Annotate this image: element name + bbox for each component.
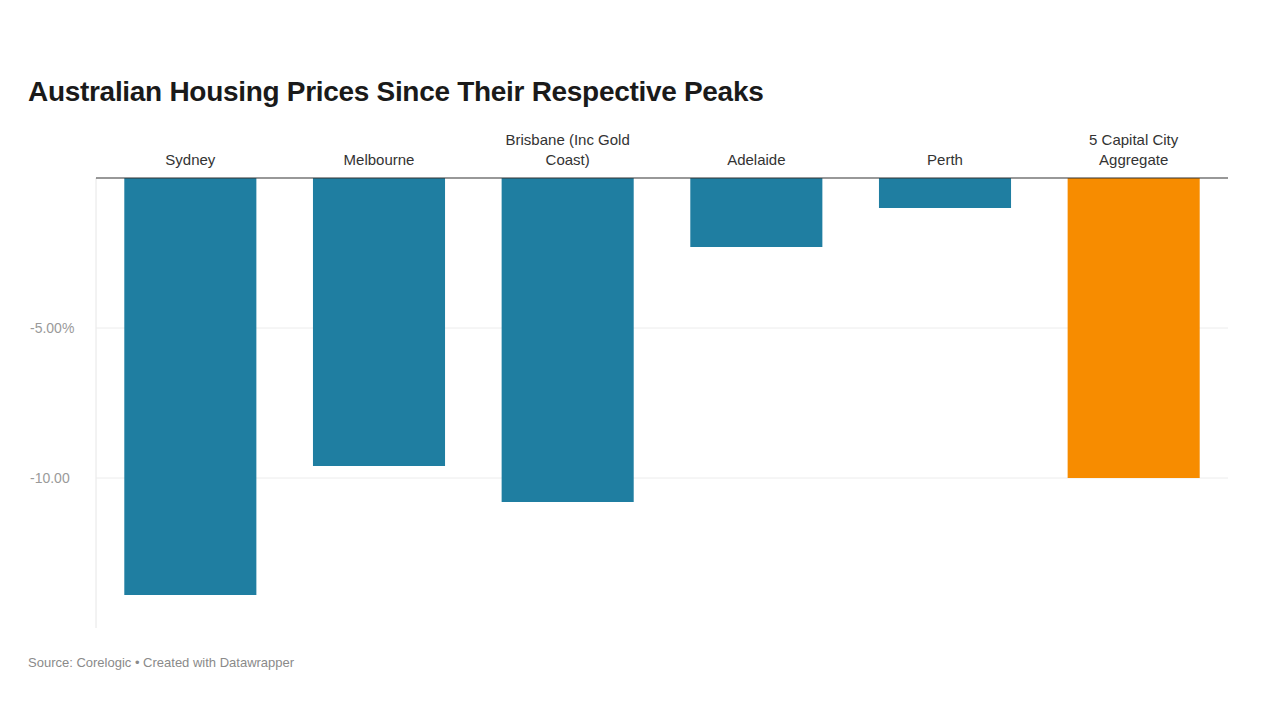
bars <box>124 178 1199 595</box>
grid-line <box>96 328 1228 329</box>
source: Source: Corelogic • Created with Datawra… <box>28 655 294 670</box>
bar <box>1068 178 1200 478</box>
bar <box>879 178 1011 208</box>
title: Australian Housing Prices Since Their Re… <box>28 76 763 108</box>
bar <box>124 178 256 595</box>
y-axis-line <box>96 178 97 628</box>
category-label: Brisbane (Inc Gold Coast) <box>493 130 643 170</box>
category-label: Sydney <box>115 150 265 170</box>
grid-line <box>96 478 1228 479</box>
category-label: Perth <box>870 150 1020 170</box>
y-tick-label: -5.00% <box>30 320 74 336</box>
bar <box>502 178 634 502</box>
bar <box>313 178 445 466</box>
baseline <box>96 177 1228 178</box>
category-label: Melbourne <box>304 150 454 170</box>
chart: -5.00% -10.00 <box>0 0 1280 720</box>
bar <box>690 178 822 247</box>
y-tick-label: -10.00 <box>30 470 70 486</box>
category-label: 5 Capital City Aggregate <box>1059 130 1209 170</box>
category-label: Adelaide <box>681 150 831 170</box>
